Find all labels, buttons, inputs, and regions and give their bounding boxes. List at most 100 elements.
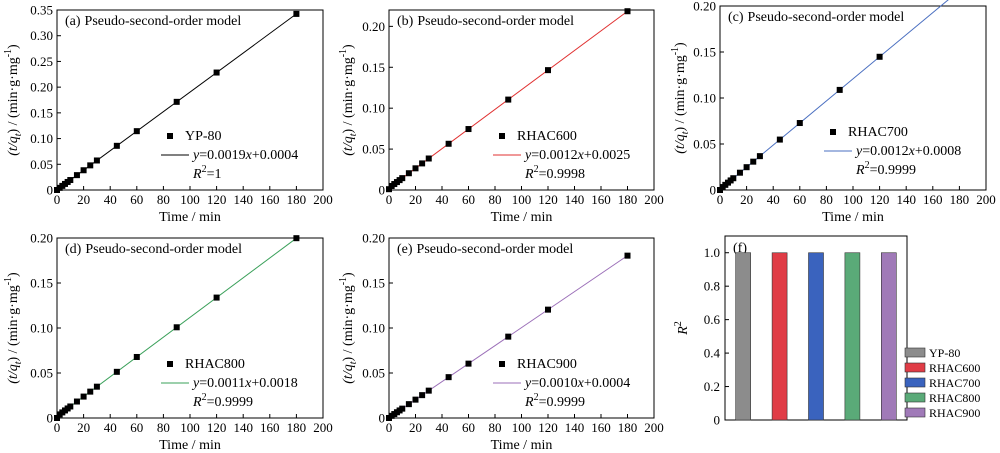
data-point [173, 324, 180, 331]
data-point [412, 165, 419, 172]
y-axis-label-sub: t [680, 131, 691, 134]
data-point [465, 360, 472, 367]
x-tick-label: 140 [233, 192, 253, 207]
y-axis-label-main: (t/q [341, 136, 356, 155]
data-point [93, 157, 100, 164]
data-point [465, 126, 472, 133]
y-tick-label: 0.4 [704, 346, 721, 361]
x-tick-label: 180 [618, 420, 638, 435]
data-point [876, 53, 883, 60]
x-tick-label: 200 [644, 192, 664, 207]
equation-x: x [245, 148, 253, 163]
x-tick-label: 60 [130, 192, 143, 207]
x-tick-label: 140 [233, 420, 253, 435]
x-tick-label: 200 [313, 192, 333, 207]
y-axis-label-sub: t [13, 361, 24, 364]
x-tick-label: 20 [409, 192, 422, 207]
legend-r2: R2=0.9999 [855, 160, 916, 178]
data-point [73, 398, 80, 405]
y-axis-label-main: (t/q [6, 136, 21, 155]
data-point [93, 383, 100, 390]
x-axis-label: Time / min [822, 210, 884, 225]
legend-equation: y=0.0010x+0.0004 [523, 376, 630, 391]
y-tick-label: 0.10 [693, 91, 716, 106]
legend-swatch [904, 407, 926, 418]
equation-intercept: +0.0004 [584, 376, 630, 391]
legend-marker [499, 361, 505, 367]
data-point [173, 98, 180, 105]
data-point [796, 120, 803, 127]
x-tick-label: 40 [436, 192, 449, 207]
data-point [743, 164, 750, 171]
x-tick-label: 20 [740, 192, 753, 207]
x-tick-label: 180 [950, 192, 970, 207]
data-point [405, 170, 412, 177]
x-axis-label: Time / min [159, 210, 221, 225]
r2-symbol: R [192, 395, 202, 410]
data-point [412, 396, 419, 403]
x-tick-label: 80 [820, 192, 833, 207]
legend-swatch [904, 392, 926, 403]
legend-label: RHAC900 [929, 406, 980, 420]
data-point [730, 175, 737, 182]
panel-title-text: Pseudo-second-order model [748, 10, 905, 25]
y-tick-label: 0.05 [362, 142, 385, 157]
x-tick-label: 120 [870, 192, 890, 207]
r2-exp: 2 [534, 392, 539, 403]
data-point [425, 387, 432, 394]
y-axis-label-sub: t [348, 361, 359, 364]
x-tick-label: 80 [157, 420, 170, 435]
x-tick-label: 120 [538, 420, 558, 435]
equation-intercept: +0.0004 [252, 148, 298, 163]
y-axis-label-main: R [676, 326, 691, 336]
legend-equation: y=0.0011x+0.0018 [191, 376, 298, 391]
equation-y: y [523, 148, 532, 163]
x-tick-label: 160 [260, 192, 280, 207]
y-axis-label-exp: -1 [3, 49, 14, 57]
bar [881, 252, 897, 421]
y-axis-label-units: ) / (min·g·mg [6, 285, 21, 361]
y-tick-label: 0 [710, 183, 717, 198]
panel-title: (a) Pseudo-second-order model [65, 14, 241, 29]
data-point [80, 167, 87, 174]
legend-marker [167, 133, 173, 139]
y-tick-label: 0.05 [362, 366, 385, 381]
x-tick-label: 180 [618, 192, 638, 207]
data-point [399, 175, 406, 182]
x-tick-label: 120 [207, 420, 227, 435]
x-tick-label: 200 [644, 420, 664, 435]
data-point [293, 10, 300, 17]
x-tick-label: 60 [462, 420, 475, 435]
y-axis-label-units: ) / (min·g·mg [341, 57, 356, 133]
x-tick-label: 140 [896, 192, 916, 207]
data-point [87, 388, 94, 395]
legend-equation: y=0.0012x+0.0025 [523, 148, 630, 163]
x-tick-label: 60 [462, 192, 475, 207]
data-point [736, 169, 743, 176]
y-axis-label: R2 [673, 321, 691, 336]
legend-swatch [904, 362, 926, 373]
x-tick-label: 200 [976, 192, 996, 207]
data-point [293, 235, 300, 242]
y-tick-label: 0.10 [30, 131, 53, 146]
plot-frame [388, 9, 655, 191]
y-tick-label: 0.20 [362, 19, 385, 34]
equation-slope: =0.0011 [199, 376, 245, 391]
legend-equation: y=0.0019x+0.0004 [191, 148, 298, 163]
plot-frame [56, 237, 324, 419]
y-tick-label: 0.20 [30, 231, 53, 246]
x-tick-label: 20 [77, 192, 90, 207]
data-point [80, 393, 87, 400]
y-tick-label: 0.15 [693, 45, 716, 60]
legend-label: RHAC800 [929, 391, 980, 405]
r2-symbol: R [855, 163, 865, 178]
x-tick-label: 60 [793, 192, 806, 207]
y-tick-label: 0.6 [704, 312, 721, 327]
y-tick-label: 0 [47, 411, 54, 426]
x-tick-label: 40 [104, 420, 117, 435]
x-tick-label: 0 [386, 192, 393, 207]
r2-symbol: R [524, 395, 534, 410]
legend-equation: y=0.0012x+0.0008 [854, 144, 961, 159]
x-axis-label: Time / min [159, 438, 221, 453]
equation-x: x [908, 144, 916, 159]
